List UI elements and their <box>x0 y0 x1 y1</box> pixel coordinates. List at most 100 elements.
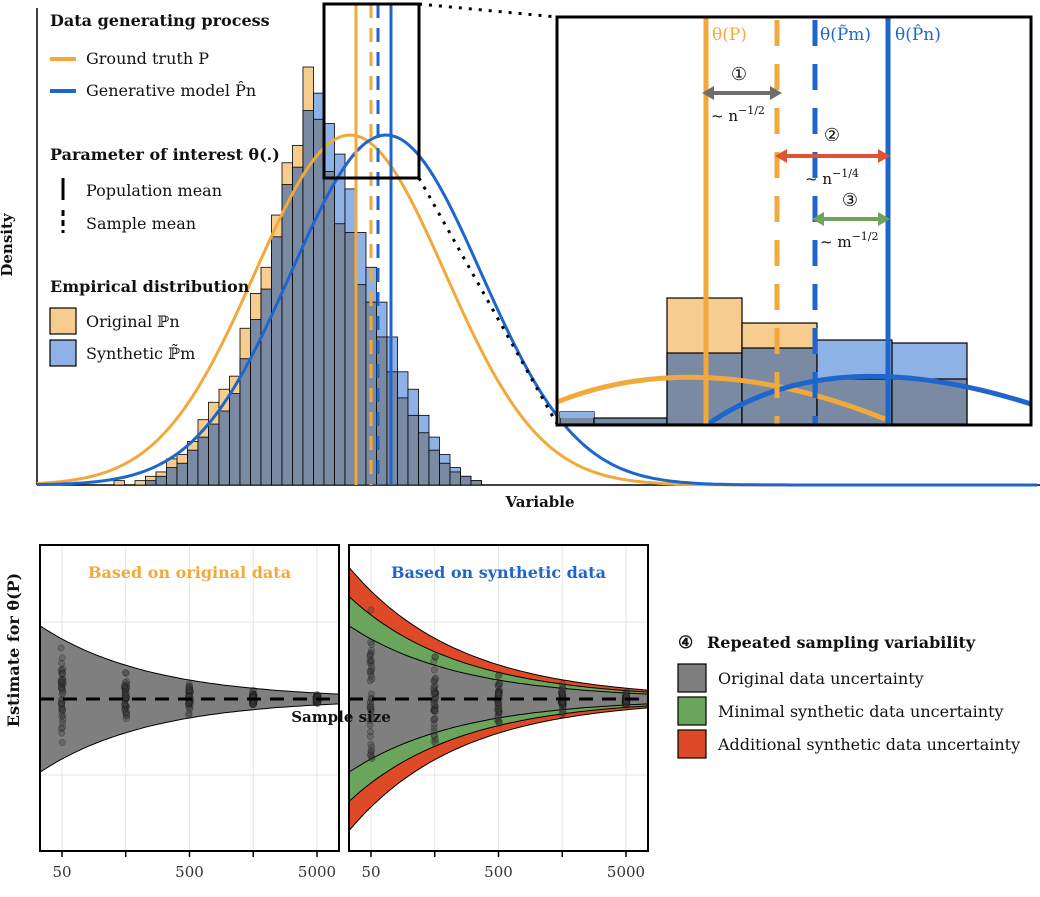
estimate-point <box>185 684 193 692</box>
estimate-point <box>431 708 439 715</box>
estimate-point <box>122 702 129 710</box>
bottom-legend-title: Repeated sampling variability <box>707 633 976 652</box>
estimate-point <box>368 713 375 721</box>
estimate-point <box>57 666 65 674</box>
estimate-point <box>58 704 66 712</box>
estimate-point <box>430 737 438 745</box>
estimate-point <box>368 646 375 654</box>
estimate-point <box>185 700 193 708</box>
estimate-point <box>430 699 438 707</box>
estimate-point <box>186 683 193 691</box>
estimate-point <box>430 706 438 714</box>
estimate-point <box>495 687 503 695</box>
legend-ground-truth: Ground truth P <box>86 49 209 68</box>
histogram-bar <box>229 393 241 486</box>
estimate-point <box>558 689 566 697</box>
estimate-point <box>430 720 438 728</box>
estimate-point <box>432 689 439 697</box>
estimate-point <box>367 606 375 614</box>
estimate-point <box>623 701 631 709</box>
estimate-point <box>57 684 65 692</box>
estimate-point <box>366 705 374 713</box>
estimate-point <box>367 649 375 657</box>
histogram-bar <box>176 462 188 486</box>
rate-2: ~ n−1/4 <box>805 167 859 188</box>
estimate-point <box>368 753 376 761</box>
estimate-point <box>123 690 131 698</box>
y-axis-label: Density <box>0 212 16 277</box>
estimate-point <box>59 677 67 685</box>
estimate-point <box>185 689 193 697</box>
estimate-point <box>186 701 194 709</box>
estimate-point <box>121 690 129 698</box>
histogram-bar <box>155 475 167 486</box>
estimate-point <box>185 684 193 692</box>
estimate-point <box>559 709 567 717</box>
estimate-point <box>123 684 131 691</box>
rate-1: ~ n−1/2 <box>711 104 765 125</box>
histogram-bar <box>460 475 472 486</box>
estimate-point <box>58 699 65 707</box>
estimate-point <box>121 701 129 709</box>
estimate-point <box>58 739 66 746</box>
estimate-point <box>123 677 131 685</box>
estimate-point <box>59 723 67 731</box>
estimate-point <box>250 690 258 698</box>
marker-2: ② <box>824 125 840 146</box>
estimate-point <box>431 697 439 705</box>
estimate-point <box>122 683 130 691</box>
estimate-point <box>368 675 376 683</box>
estimate-point <box>431 677 439 685</box>
x-tick-label: 5000 <box>298 863 336 881</box>
estimate-point <box>59 670 66 678</box>
estimate-point <box>430 724 438 732</box>
estimate-point <box>248 700 256 708</box>
histogram-bar <box>292 166 304 486</box>
estimate-point <box>430 690 438 698</box>
estimate-point <box>121 691 129 699</box>
estimate-point <box>367 728 375 736</box>
estimate-point <box>368 665 376 673</box>
arrow-1-head-left <box>702 86 714 100</box>
estimate-point <box>121 701 129 709</box>
bottom-legend-item: Original data uncertainty <box>718 669 924 688</box>
top-legend: Data generating process Ground truth P G… <box>49 11 280 367</box>
estimate-point <box>622 689 630 697</box>
rate-3: ~ m−1/2 <box>820 230 878 251</box>
estimate-point <box>431 694 439 702</box>
estimate-point <box>622 701 630 709</box>
estimate-point <box>430 705 438 712</box>
histogram-bar <box>334 223 346 486</box>
marker-3: ③ <box>842 190 858 211</box>
estimate-point <box>495 690 503 698</box>
estimate-point <box>57 644 65 652</box>
arrow-3-head-right <box>878 212 890 226</box>
estimate-point <box>495 688 503 696</box>
estimate-point <box>58 680 66 688</box>
estimate-point <box>121 679 129 687</box>
bottom-y-label: Estimate for θ(P) <box>4 573 23 728</box>
estimate-point <box>57 676 65 684</box>
estimate-point <box>123 708 131 716</box>
histogram-bar <box>250 319 262 486</box>
estimate-point <box>366 733 374 740</box>
legend-generative: Generative model P̂n <box>86 81 256 100</box>
estimate-point <box>431 703 439 711</box>
estimate-point <box>57 678 65 686</box>
estimate-point <box>121 682 129 690</box>
estimate-point <box>558 690 566 698</box>
estimate-point <box>122 703 130 711</box>
estimate-point <box>558 711 566 718</box>
histogram-bar <box>407 414 419 486</box>
histogram-bar <box>166 467 178 486</box>
panel-synthetic: Based on synthetic data 50 500 5000 <box>348 544 649 881</box>
estimate-point <box>367 706 375 714</box>
estimate-point <box>185 711 193 719</box>
estimate-point <box>122 685 130 693</box>
estimate-point <box>58 701 66 709</box>
original-swatch <box>49 307 77 335</box>
bottom-legend: ④ Repeated sampling variability Original… <box>677 633 1020 759</box>
estimate-point <box>366 703 374 711</box>
estimate-point <box>121 686 129 694</box>
estimate-point <box>123 708 130 716</box>
